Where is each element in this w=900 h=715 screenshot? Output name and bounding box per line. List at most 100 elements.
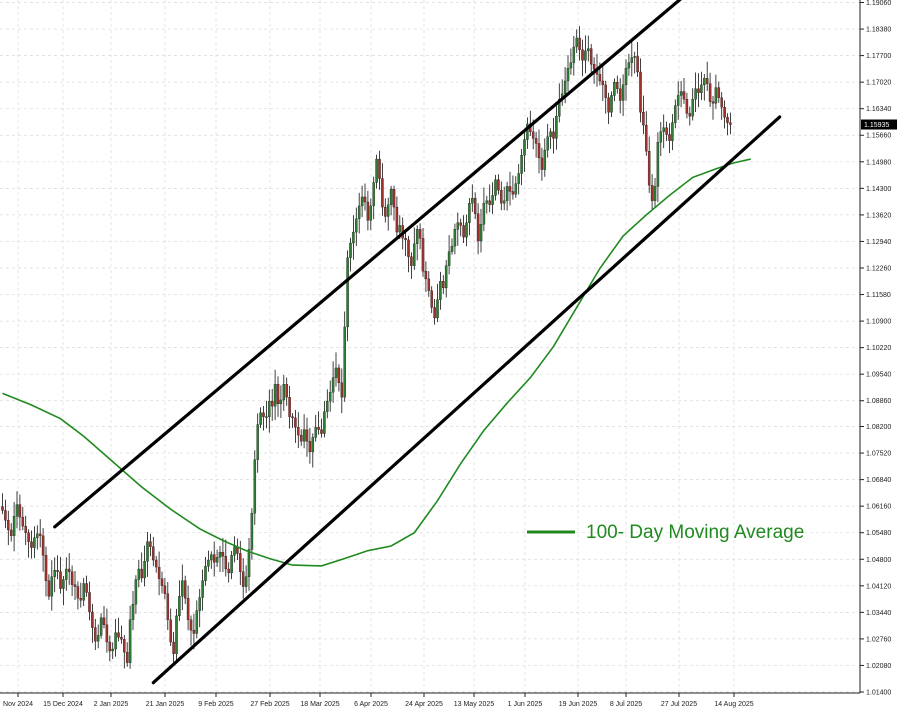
candle xyxy=(607,92,610,125)
candle-body xyxy=(320,429,323,434)
candle xyxy=(601,65,605,102)
candle-body xyxy=(531,131,535,139)
candle-body xyxy=(610,95,613,113)
candle xyxy=(56,555,59,580)
candle-body xyxy=(546,136,549,151)
candle xyxy=(41,528,45,572)
candle-body xyxy=(665,127,668,135)
legend-label-ma: 100- Day Moving Average xyxy=(586,522,804,543)
candle xyxy=(363,183,367,211)
candle-body xyxy=(540,157,544,170)
candle xyxy=(183,575,187,605)
candle-body xyxy=(607,97,610,113)
candle xyxy=(256,413,259,473)
x-tick-label: 18 Mar 2025 xyxy=(300,701,339,708)
candle-body xyxy=(241,571,245,587)
candle xyxy=(720,92,723,120)
candle-body xyxy=(328,391,332,402)
candle-body xyxy=(511,191,515,195)
candle xyxy=(520,148,523,186)
candle-body xyxy=(389,188,393,205)
candle-body xyxy=(413,243,416,266)
candle-body xyxy=(395,206,399,233)
candle-body xyxy=(305,429,309,442)
candle-body xyxy=(299,434,303,442)
candle xyxy=(323,401,326,438)
candle xyxy=(149,533,152,557)
candle-body xyxy=(108,641,112,652)
x-tick-label: Nov 2024 xyxy=(3,701,33,708)
x-tick-label: 13 May 2025 xyxy=(454,701,495,708)
candle-body xyxy=(192,630,196,634)
candle-body xyxy=(189,619,193,631)
candle xyxy=(215,549,219,567)
candle-body xyxy=(468,203,471,223)
y-tick-label: 1.10220 xyxy=(866,345,891,352)
candle xyxy=(381,163,384,216)
candle-body xyxy=(123,639,126,653)
candle-body xyxy=(262,412,265,417)
candle-body xyxy=(256,424,259,460)
candle xyxy=(288,386,291,429)
x-tick-labels: Nov 2024 15 Dec 2024 2 Jan 2025 21 Jan 2025… xyxy=(3,693,754,708)
candle xyxy=(230,551,233,580)
candle xyxy=(157,551,161,596)
candle xyxy=(618,78,622,114)
candle xyxy=(88,581,91,621)
candle xyxy=(517,163,520,195)
candle xyxy=(676,81,680,120)
y-tick-label: 1.11580 xyxy=(866,292,891,299)
candle xyxy=(566,55,570,92)
candle xyxy=(67,553,71,585)
candle xyxy=(314,414,317,442)
candle-body xyxy=(128,619,132,663)
candle-body xyxy=(442,281,445,289)
candle xyxy=(47,574,51,600)
candle xyxy=(636,42,639,77)
candle xyxy=(366,190,370,231)
candle xyxy=(482,187,486,232)
candle-body xyxy=(447,251,451,266)
candle xyxy=(76,581,80,610)
candle xyxy=(491,182,494,214)
candle xyxy=(703,74,706,101)
candle-body xyxy=(444,265,448,289)
candle-body xyxy=(346,257,349,328)
candle xyxy=(372,176,375,220)
y-tick-label: 1.02080 xyxy=(866,663,891,670)
candle xyxy=(18,494,22,531)
candle xyxy=(340,368,344,414)
candle-body xyxy=(636,56,639,73)
y-tick-label: 1.03440 xyxy=(866,610,891,617)
y-tick-label: 1.12260 xyxy=(866,265,891,272)
candle-body xyxy=(459,222,462,226)
candle-body xyxy=(433,307,436,319)
candle xyxy=(357,192,361,234)
legend: 100- Day Moving Average xyxy=(527,522,804,543)
candle-body xyxy=(717,87,721,98)
candle-body xyxy=(207,559,210,567)
candle-body xyxy=(65,568,68,580)
candle xyxy=(546,123,549,158)
candle-body xyxy=(436,299,439,319)
candle-body xyxy=(613,81,616,96)
candle-body xyxy=(279,399,283,405)
candle-body xyxy=(552,131,555,139)
candle-body xyxy=(99,617,103,636)
candle xyxy=(265,400,268,429)
candle xyxy=(154,555,158,573)
candle-body xyxy=(308,441,312,453)
candle xyxy=(253,450,257,525)
candle xyxy=(624,59,628,101)
candle xyxy=(143,545,146,587)
candle-body xyxy=(143,561,146,579)
candle xyxy=(468,198,471,236)
candle xyxy=(613,78,616,102)
candle-body xyxy=(703,78,706,86)
candle xyxy=(178,580,181,621)
candle-body xyxy=(360,196,364,207)
candle xyxy=(33,526,36,559)
candle-body xyxy=(102,617,106,625)
candle-body xyxy=(88,592,91,613)
